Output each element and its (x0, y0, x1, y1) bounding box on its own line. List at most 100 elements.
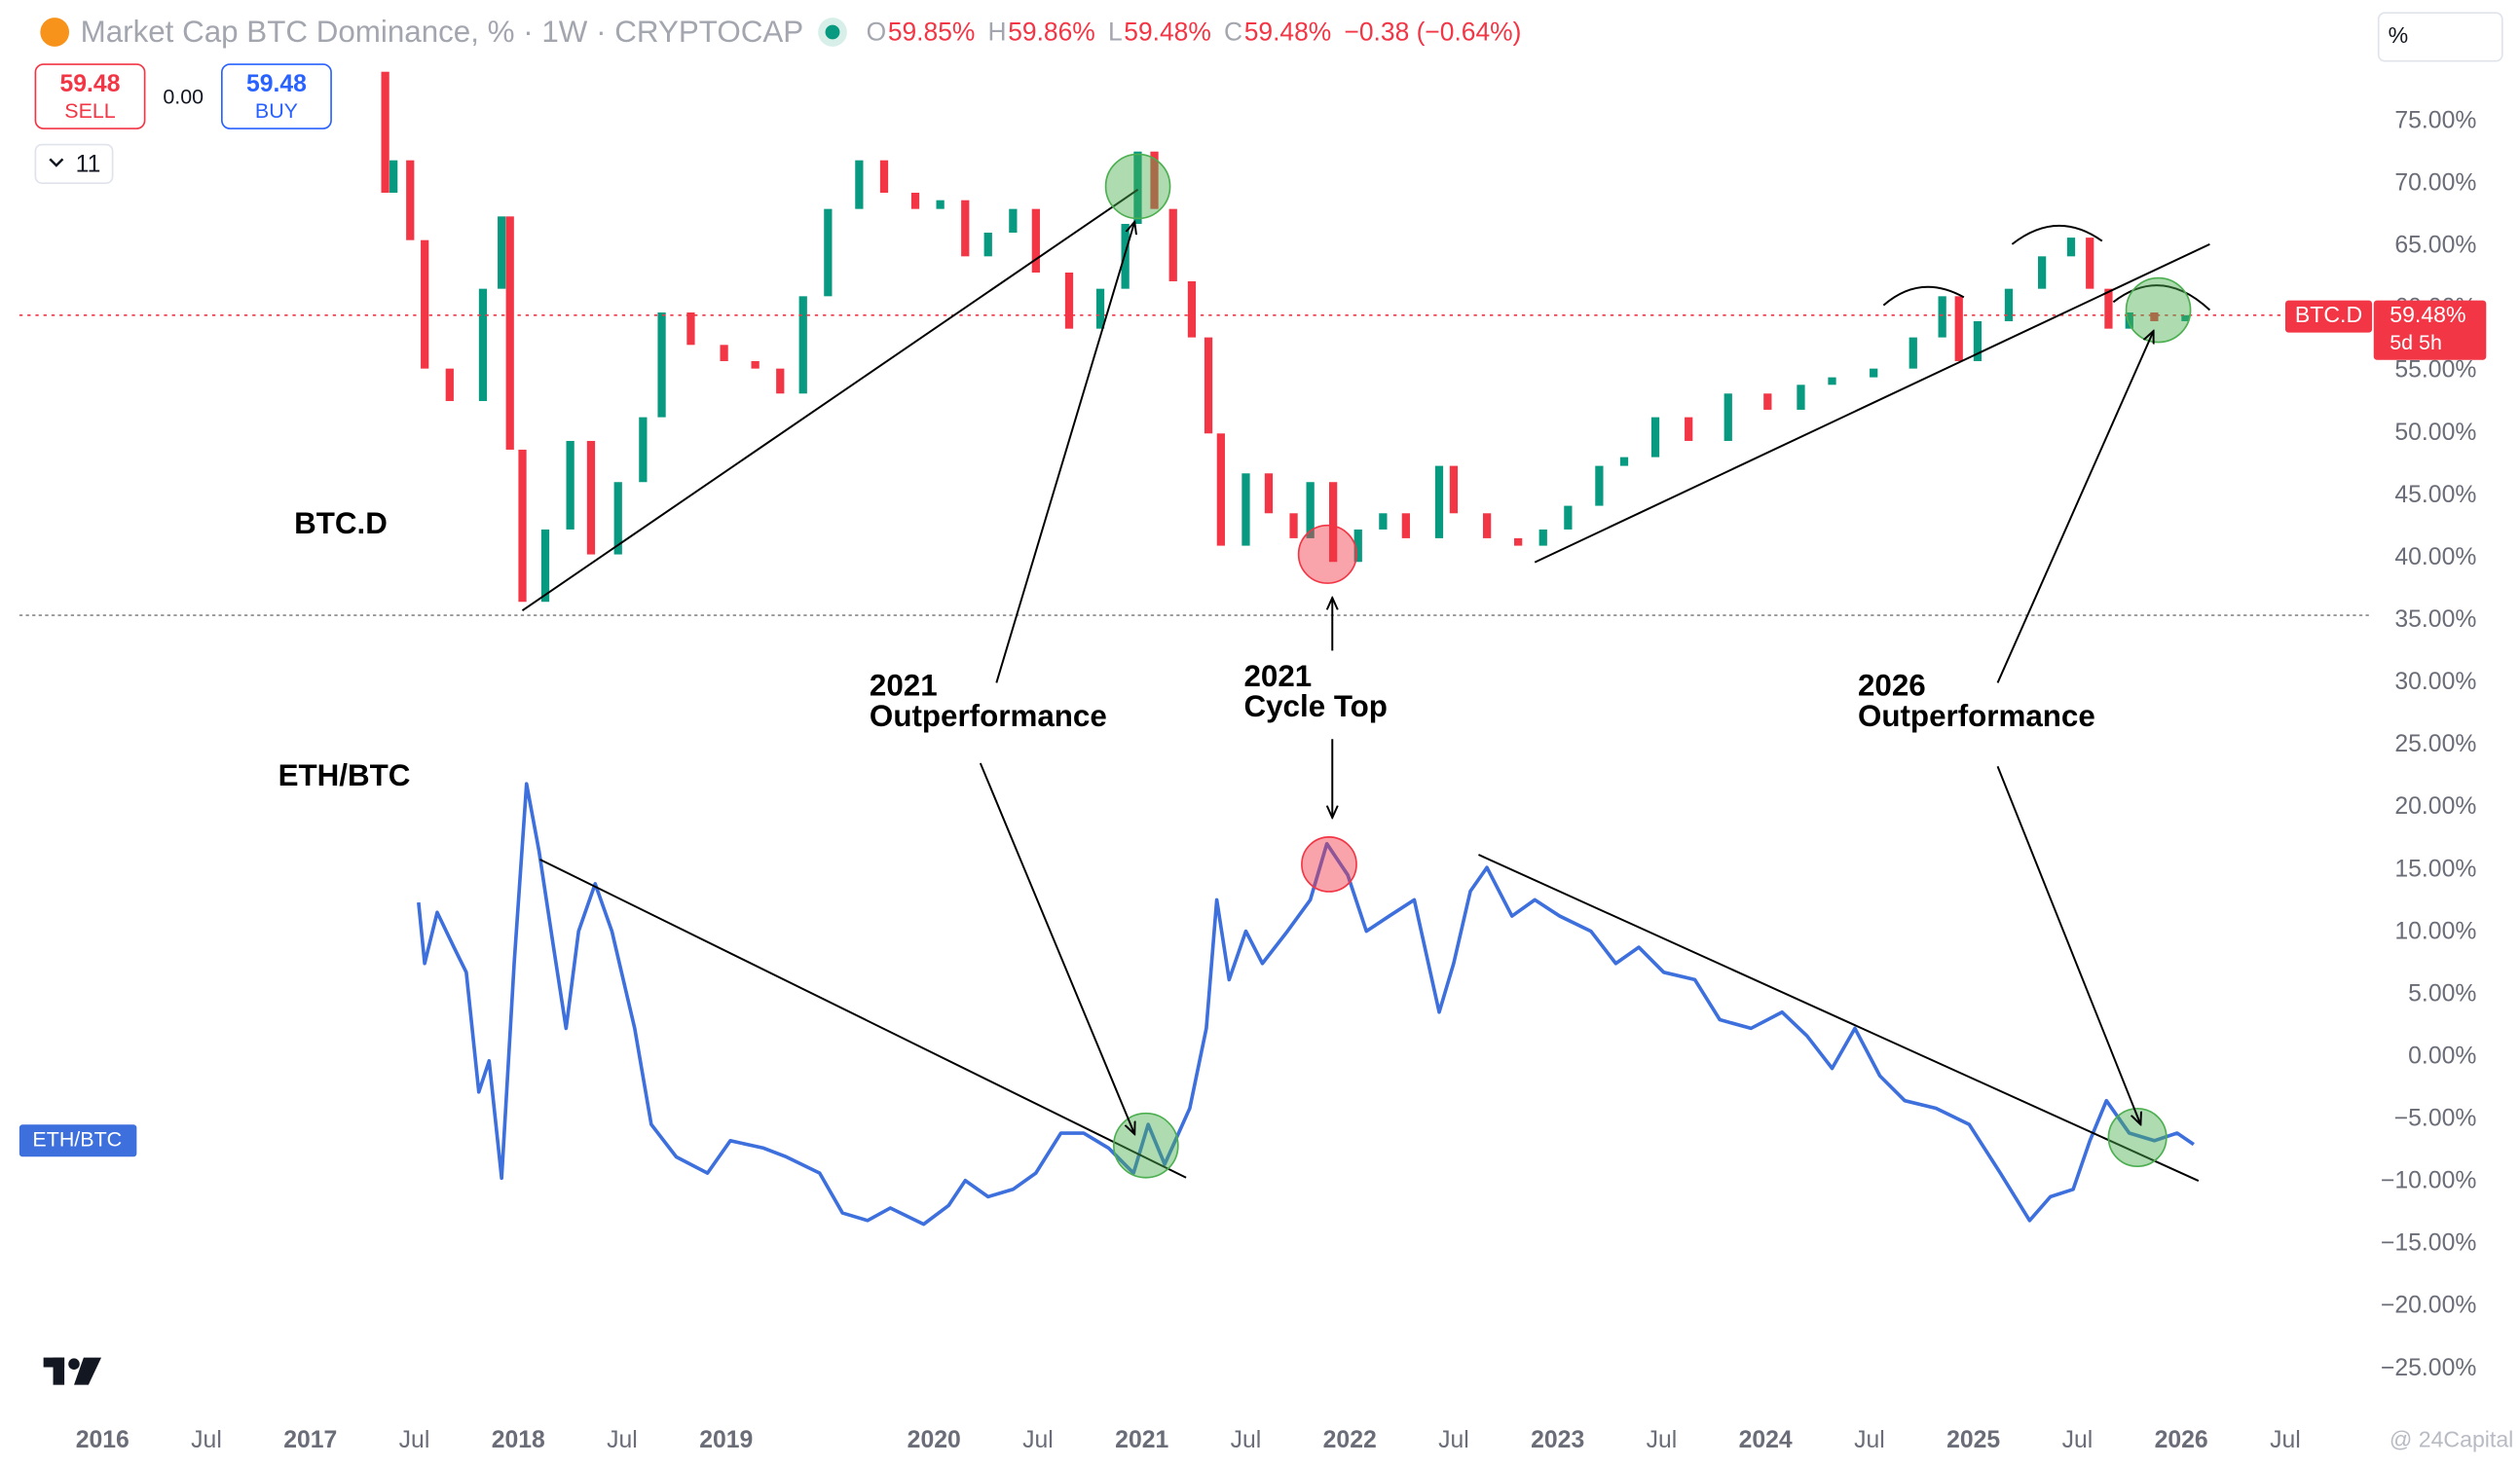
candle (1401, 513, 1410, 538)
candle (1685, 417, 1693, 441)
y-tick-label: 55.00% (2394, 357, 2476, 384)
y-tick-label: 70.00% (2394, 170, 2476, 197)
series-tag (2284, 300, 2373, 333)
coin-icon (40, 18, 70, 47)
annotation: BTC.D (294, 506, 388, 540)
y-tick-label: 50.00% (2394, 420, 2476, 446)
x-tick-label: Jul (399, 1427, 430, 1453)
x-tick-label: 2022 (1323, 1427, 1377, 1453)
candle (936, 200, 945, 209)
status-dot (825, 24, 840, 40)
candle (1909, 337, 1917, 369)
logo (43, 1357, 102, 1385)
candle (1514, 537, 1523, 546)
candle (1009, 208, 1018, 233)
candle (1150, 151, 1159, 209)
highlight-circle (2125, 276, 2192, 344)
candle (1538, 529, 1547, 546)
drawings (19, 153, 2371, 1182)
annotation: 2021 (870, 669, 938, 703)
y-tick-label: 40.00% (2394, 544, 2476, 570)
ohlc-label: O (867, 18, 887, 47)
highlight-circle (1112, 1112, 1179, 1179)
ohlc: O 59.85% H 59.86% L 59.48% C 59.48% (867, 18, 1332, 47)
y-tick-label: −10.00% (2381, 1168, 2476, 1194)
x-tick-label: 2026 (2155, 1427, 2208, 1453)
candle (1264, 473, 1274, 514)
y-tick-label: −15.00% (2381, 1230, 2476, 1257)
scale-button[interactable] (2377, 12, 2503, 62)
annotation: Cycle Top (1243, 689, 1387, 723)
candle (498, 216, 506, 289)
x-tick-label: Jul (191, 1427, 222, 1453)
candle (824, 208, 833, 297)
indicators-toggle[interactable] (34, 143, 114, 184)
candle (1954, 296, 1963, 361)
buy-label: BUY (255, 99, 298, 123)
annotation: 2021 (1243, 659, 1312, 693)
candle (2066, 238, 2076, 257)
y-tick-label: 20.00% (2394, 793, 2476, 820)
header: Market Cap BTC Dominance, % · 1W · CRYPT… (34, 12, 2503, 184)
candle (1763, 393, 1772, 410)
x-tick-label: 2021 (1115, 1427, 1168, 1453)
candle (2104, 288, 2113, 329)
price-tag-countdown: 5d 5h (2390, 331, 2442, 354)
x-tick-label: Jul (1438, 1427, 1469, 1453)
candle (613, 482, 622, 555)
indicators-count: 11 (76, 152, 101, 178)
candle (1187, 280, 1197, 338)
buy-button[interactable] (221, 63, 332, 129)
watermark: @ 24Capital (2390, 1427, 2513, 1452)
annotation: Outperformance (1858, 699, 2095, 733)
x-tick-label: 2016 (76, 1427, 130, 1453)
candle (478, 288, 488, 401)
candle (1828, 377, 1836, 385)
x-tick-label: 2025 (1946, 1427, 2000, 1453)
x-tick-label: 2017 (283, 1427, 337, 1453)
candle (1973, 320, 1983, 361)
candle (1723, 393, 1732, 441)
arrow (1996, 765, 2141, 1124)
annotation: ETH/BTC (278, 758, 411, 792)
chevron (49, 158, 64, 167)
candle (2150, 312, 2159, 321)
candle (586, 440, 596, 555)
candle (1870, 368, 1878, 378)
arrow (995, 222, 1134, 683)
candle (1564, 505, 1573, 530)
y-tick-label: 35.00% (2394, 606, 2476, 633)
candle (1449, 465, 1459, 514)
candle (389, 160, 398, 193)
arrow (979, 762, 1134, 1134)
y-tick-label: 25.00% (2394, 731, 2476, 757)
x-tick-label: 2018 (492, 1427, 545, 1453)
candle (1204, 337, 1213, 434)
series-tag (19, 1124, 137, 1157)
candle (2181, 314, 2190, 321)
sell-button[interactable] (34, 63, 146, 129)
candle (445, 368, 454, 401)
candle (2004, 288, 2014, 321)
highlight-circle (1104, 153, 1171, 220)
candle (1031, 208, 1040, 273)
candle (2125, 312, 2133, 329)
ohlc-value: 59.48% (1244, 18, 1332, 47)
candle (566, 440, 574, 530)
candle (983, 232, 992, 257)
highlight-circle (1301, 836, 1357, 893)
price-tag (2373, 300, 2487, 360)
candle (1216, 433, 1225, 546)
change: −0.38 (−0.64%) (1344, 18, 1521, 47)
candle (639, 417, 648, 483)
x-tick-label: Jul (607, 1427, 638, 1453)
y-tick-label: 75.00% (2394, 107, 2476, 133)
y-tick-label: −5.00% (2394, 1106, 2477, 1132)
candle (1306, 482, 1315, 538)
ohlc-label: H (988, 18, 1007, 47)
candle (421, 239, 429, 369)
candle (518, 449, 527, 603)
candle (1241, 473, 1250, 546)
candle (406, 160, 415, 240)
